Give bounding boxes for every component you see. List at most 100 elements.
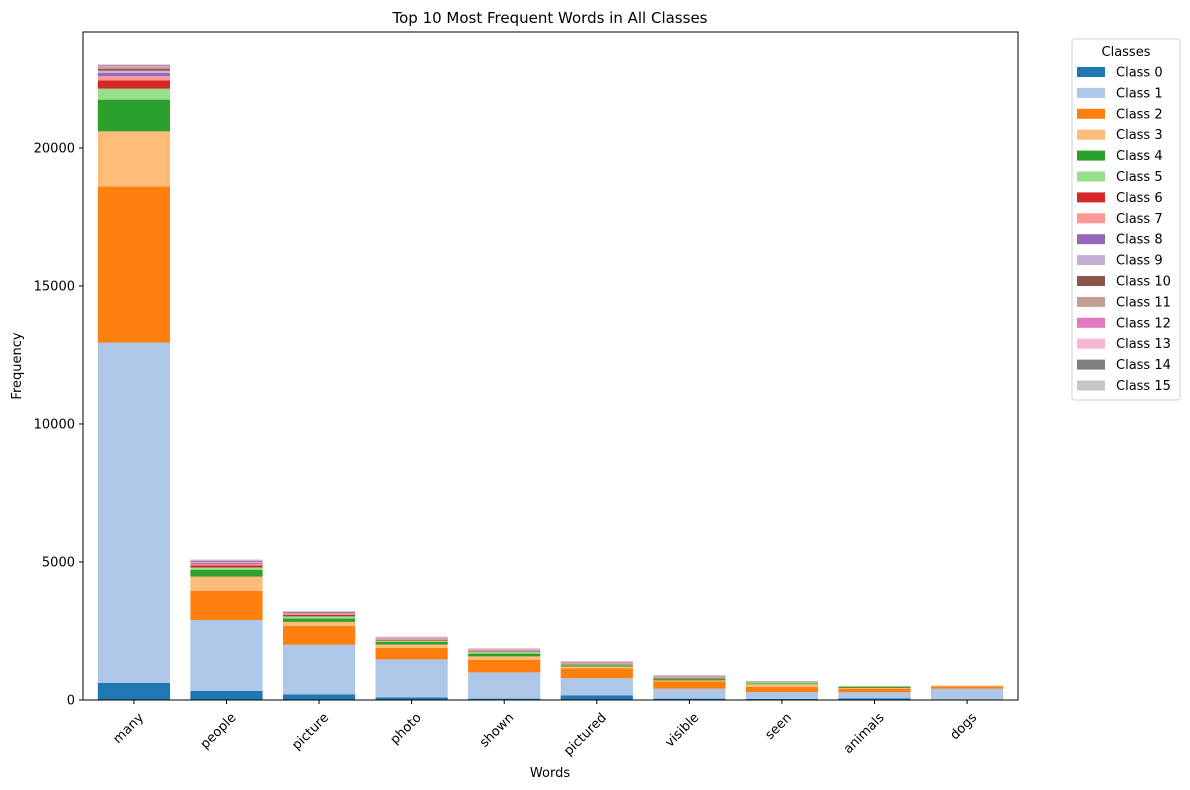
bar-animals-class-4 xyxy=(838,687,911,689)
bar-people-class-3 xyxy=(190,576,263,591)
bar-picture-class-7 xyxy=(282,614,356,615)
legend-label-class-2: Class 2 xyxy=(1116,107,1163,122)
legend-swatch-class-0 xyxy=(1077,67,1105,77)
bar-picture-class-2 xyxy=(282,626,356,645)
bar-many-class-7 xyxy=(97,76,171,81)
bar-people-class-5 xyxy=(190,567,263,570)
y-axis: 0 5000 10000 15000 20000 xyxy=(34,141,83,709)
x-tick-label: visible xyxy=(662,710,702,750)
legend-label-class-12: Class 12 xyxy=(1116,316,1171,331)
bar-photo-class-4 xyxy=(375,641,448,645)
bar-animals-class-3 xyxy=(838,688,911,689)
bar-shown-class-7 xyxy=(468,650,541,652)
legend-label-class-0: Class 0 xyxy=(1116,66,1163,81)
legend-swatch-class-1 xyxy=(1077,87,1105,98)
bar-photo-class-0 xyxy=(375,697,448,700)
bar-many-class-4 xyxy=(97,99,171,132)
bar-many-class-13 xyxy=(97,65,171,67)
bar-pictured-class-4 xyxy=(560,665,633,667)
legend-label-class-9: Class 9 xyxy=(1116,254,1163,269)
bar-pictured-class-7 xyxy=(560,663,633,664)
bar-people-class-12 xyxy=(190,560,263,561)
y-tick-label: 20000 xyxy=(34,141,75,156)
legend-label-class-13: Class 13 xyxy=(1116,337,1171,352)
bar-picture-class-4 xyxy=(282,618,356,622)
bar-visible-class-4 xyxy=(653,679,726,681)
bar-visible-class-1 xyxy=(653,688,726,699)
x-tick-label: many xyxy=(111,710,148,747)
bar-seen-class-0 xyxy=(745,698,819,700)
bar-people-class-8 xyxy=(190,562,263,564)
bar-photo-class-3 xyxy=(375,644,448,648)
bar-many-class-1 xyxy=(97,342,171,683)
bar-photo-class-9 xyxy=(375,638,448,639)
legend-swatch-class-5 xyxy=(1077,171,1105,182)
bar-many-class-10 xyxy=(97,68,171,71)
x-tick-label: picture xyxy=(289,710,332,753)
bar-seen-class-2 xyxy=(745,686,819,692)
x-tick-label: people xyxy=(198,710,240,752)
bar-pictured-class-1 xyxy=(560,678,633,696)
x-tick-label: shown xyxy=(477,710,517,750)
bar-picture-class-8 xyxy=(282,613,356,615)
bar-visible-class-7 xyxy=(653,677,726,678)
bar-photo-class-2 xyxy=(375,647,448,660)
legend-swatch-class-12 xyxy=(1077,317,1105,328)
bar-seen-class-5 xyxy=(745,682,819,684)
bar-visible-class-3 xyxy=(653,680,726,682)
legend-label-class-5: Class 5 xyxy=(1116,170,1163,185)
bar-shown-class-5 xyxy=(468,651,541,654)
bar-picture-class-9 xyxy=(282,613,356,614)
bar-people-class-0 xyxy=(190,690,263,700)
bar-shown-class-2 xyxy=(468,659,541,673)
bar-many-class-8 xyxy=(97,72,171,77)
bar-people-class-9 xyxy=(190,561,263,563)
bar-shown-class-6 xyxy=(468,651,541,652)
legend-swatch-class-15 xyxy=(1077,380,1105,391)
y-tick-label: 5000 xyxy=(42,555,75,570)
bar-people-class-2 xyxy=(190,590,263,620)
bar-seen-class-4 xyxy=(745,683,819,685)
bar-picture-class-10 xyxy=(282,612,356,614)
plot-area xyxy=(82,31,1019,701)
legend-swatch-class-10 xyxy=(1077,276,1105,286)
legend-swatch-class-11 xyxy=(1077,296,1105,307)
y-tick-label: 15000 xyxy=(34,279,75,294)
bar-pictured-class-2 xyxy=(560,668,633,679)
bar-pictured-class-0 xyxy=(560,695,633,700)
bar-shown-class-9 xyxy=(468,650,541,651)
bar-shown-class-4 xyxy=(468,653,541,657)
legend-label-class-11: Class 11 xyxy=(1116,295,1171,310)
bar-shown-class-0 xyxy=(468,698,541,700)
bar-people-class-11 xyxy=(190,560,263,562)
bar-dogs-class-3 xyxy=(930,685,1004,687)
legend-swatch-class-13 xyxy=(1077,338,1105,349)
bar-shown-class-3 xyxy=(468,656,541,660)
bar-animals-class-5 xyxy=(838,686,911,688)
legend-swatch-class-6 xyxy=(1077,192,1105,203)
bar-photo-class-7 xyxy=(375,639,448,640)
y-tick-label: 10000 xyxy=(34,417,75,432)
legend-label-class-6: Class 6 xyxy=(1116,191,1163,206)
bar-many-class-6 xyxy=(97,80,171,89)
bar-dogs-class-2 xyxy=(930,686,1004,689)
bar-seen-class-1 xyxy=(745,692,819,699)
x-axis-label: Words xyxy=(530,766,570,781)
bar-people-class-10 xyxy=(190,561,263,562)
bar-many-class-15 xyxy=(97,64,171,65)
x-tick-label: seen xyxy=(762,710,795,743)
bar-people-class-7 xyxy=(190,563,263,566)
x-tick-label: animals xyxy=(841,710,888,757)
legend: Classes Class 0 Class 1 Class 2 Class 3 Clas… xyxy=(1071,38,1181,401)
bar-picture-class-3 xyxy=(282,621,356,627)
bar-photo-class-6 xyxy=(375,639,448,641)
x-tick-label: dogs xyxy=(947,710,980,743)
bar-many-class-2 xyxy=(97,186,171,343)
bar-picture-class-6 xyxy=(282,614,356,617)
bar-many-class-9 xyxy=(97,70,171,73)
legend-title: Classes xyxy=(1102,45,1151,60)
legend-label-class-15: Class 15 xyxy=(1116,379,1171,394)
legend-swatch-class-3 xyxy=(1077,129,1105,140)
legend-frame xyxy=(1071,38,1181,401)
bar-many-class-0 xyxy=(97,682,171,700)
